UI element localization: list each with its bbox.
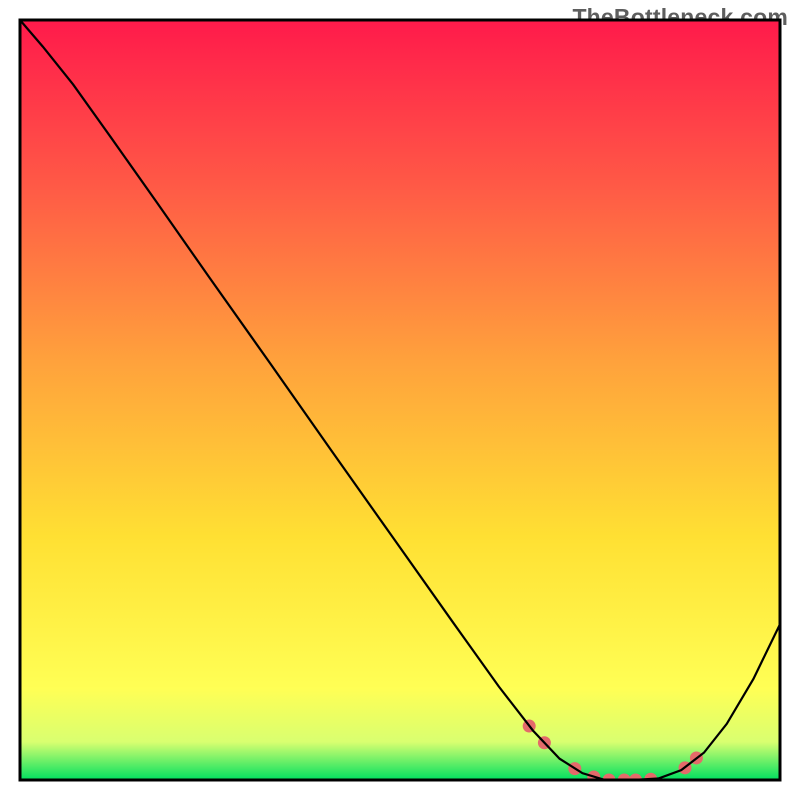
gradient-background (20, 20, 780, 780)
bottleneck-chart (0, 0, 800, 800)
chart-container: TheBottleneck.com (0, 0, 800, 800)
plot-area (20, 20, 780, 787)
